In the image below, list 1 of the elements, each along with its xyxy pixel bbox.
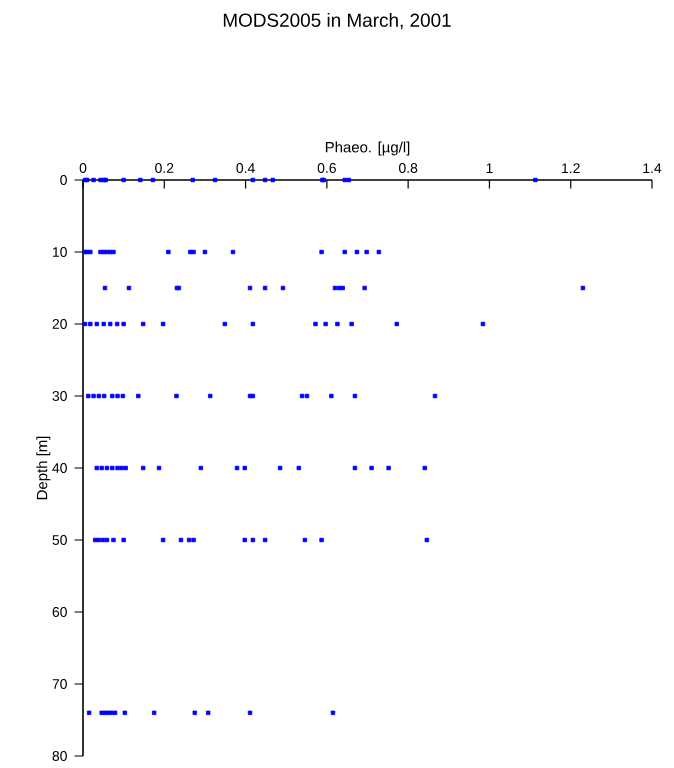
chart-title: MODS2005 in March, 2001 — [223, 13, 451, 30]
